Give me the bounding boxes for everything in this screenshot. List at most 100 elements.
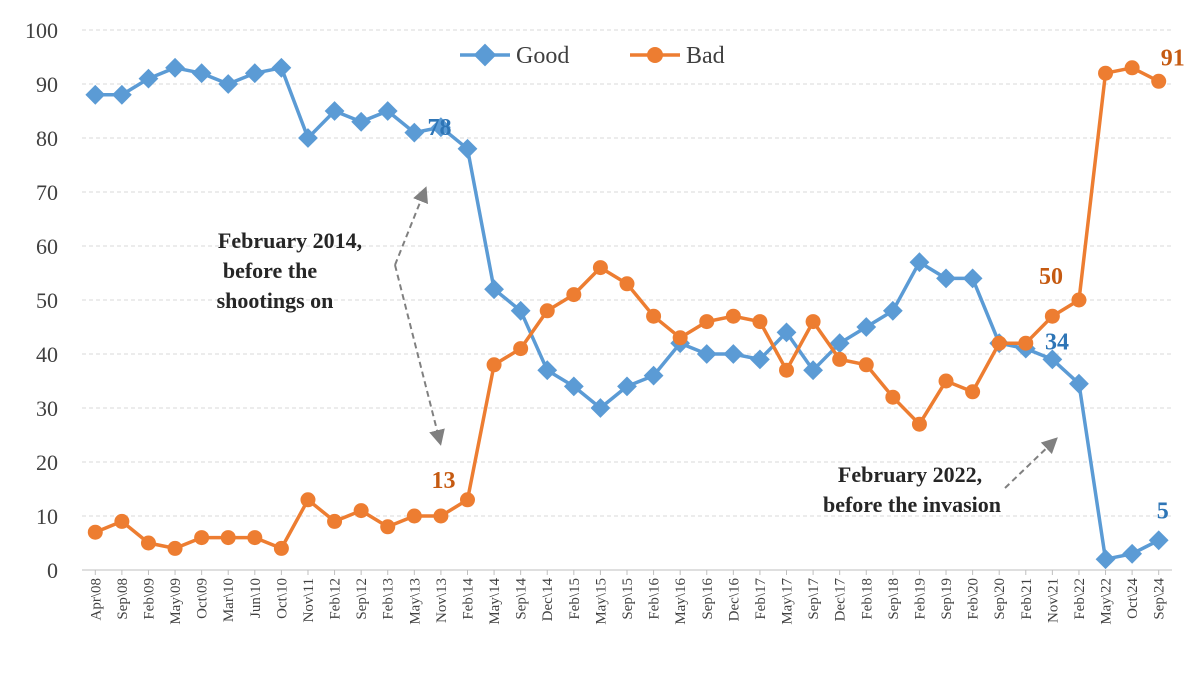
x-tick-label: Dec\16 — [726, 578, 742, 622]
data-point-good — [723, 344, 744, 364]
x-tick-label: Sep\15 — [620, 578, 636, 620]
data-point-good — [218, 74, 239, 94]
legend: Good Bad — [460, 43, 725, 69]
x-tick-label: Dec\14 — [540, 578, 556, 622]
data-point-bad — [1098, 65, 1114, 81]
data-point-bad — [965, 384, 981, 400]
data-point-bad — [911, 416, 927, 432]
data-point-good — [324, 101, 345, 121]
data-point-good — [803, 360, 823, 381]
y-tick-label: 20 — [36, 450, 58, 475]
data-point-bad — [1044, 308, 1060, 324]
x-tick-label: Nov\21 — [1045, 578, 1061, 623]
data-point-good — [563, 376, 584, 397]
x-tick-label: Sep\16 — [700, 578, 716, 620]
x-tick-label: Feb\19 — [912, 578, 928, 620]
annotation-arrow — [394, 264, 445, 446]
x-tick-label: Dec\17 — [833, 578, 849, 622]
data-point-bad — [646, 308, 662, 324]
data-point-bad — [592, 260, 608, 276]
data-point-bad — [858, 357, 874, 373]
data-point-bad — [220, 530, 236, 546]
data-point-bad — [273, 540, 289, 556]
data-point-bad — [513, 341, 529, 357]
data-point-good — [696, 344, 717, 364]
data-point-bad — [300, 492, 316, 508]
data-point-bad — [832, 351, 848, 367]
y-tick-label: 100 — [25, 18, 58, 43]
series-good — [85, 57, 1169, 570]
annotation-feb-2022-line-2: before the invasion — [823, 492, 1001, 517]
y-tick-label: 60 — [36, 234, 58, 259]
data-label-good-sep24: 5 — [1157, 498, 1169, 524]
data-point-bad — [327, 513, 343, 529]
data-point-good — [457, 138, 478, 159]
x-tick-label: Feb\14 — [460, 578, 476, 620]
data-point-bad — [699, 314, 715, 330]
x-tick-label: Feb\17 — [753, 578, 769, 620]
y-tick-label: 40 — [36, 342, 58, 367]
x-tick-label: Sep\20 — [992, 578, 1008, 620]
x-tick-label: Feb\15 — [567, 578, 583, 620]
y-axis-ticks: 0 10 20 30 40 50 60 70 80 90 100 — [25, 18, 58, 583]
x-tick-label: Sep\24 — [1152, 578, 1168, 620]
y-tick-label: 10 — [36, 504, 58, 529]
data-point-good — [617, 376, 637, 397]
annotation-feb-2014-line-3: shootings on — [217, 288, 334, 313]
x-tick-label: Apr\08 — [88, 578, 104, 621]
data-point-bad — [194, 530, 210, 546]
data-point-bad — [779, 362, 795, 378]
x-tick-label: Sep\19 — [939, 578, 955, 620]
data-point-good — [111, 84, 132, 105]
data-point-good — [750, 349, 770, 370]
data-point-good — [1122, 543, 1143, 564]
x-tick-label: Sep\17 — [806, 578, 822, 620]
data-point-good — [776, 322, 797, 343]
data-label-bad-feb22: 50 — [1039, 264, 1063, 290]
data-point-good — [590, 398, 611, 418]
data-label-good-feb22: 34 — [1045, 330, 1069, 356]
x-tick-label: Sep\18 — [886, 578, 902, 620]
x-tick-label: Oct\10 — [274, 578, 290, 619]
x-tick-label: Mar\10 — [221, 578, 237, 622]
annotation-arrows — [394, 186, 1058, 489]
data-point-good — [351, 111, 372, 132]
data-point-bad — [140, 535, 156, 551]
annotation-arrow — [394, 186, 428, 266]
data-point-good — [936, 268, 956, 289]
data-point-good — [85, 84, 106, 105]
data-point-good — [165, 57, 185, 78]
x-tick-label: Oct\09 — [195, 578, 211, 619]
annotation-feb-2014: February 2014, before the shootings on — [217, 228, 362, 313]
data-label-bad-feb14: 13 — [431, 468, 455, 494]
x-tick-label: Feb\22 — [1072, 578, 1088, 620]
x-axis-ticks: Apr\08 Sep\08 Feb\09 May\09 Oct\09 Mar\10 Jun\… — [88, 570, 1168, 625]
data-point-bad — [114, 513, 130, 529]
annotation-feb-2014-line-1: February 2014, — [218, 228, 362, 253]
data-point-bad — [1151, 73, 1167, 89]
data-point-bad — [459, 492, 475, 508]
x-tick-label: May\14 — [487, 578, 503, 625]
data-point-bad — [752, 314, 768, 330]
data-point-bad — [566, 287, 582, 303]
x-tick-label: Sep\12 — [354, 578, 370, 620]
annotation-feb-2014-line-2: before the — [223, 258, 318, 283]
data-point-bad — [406, 508, 422, 524]
series-line-good — [95, 66, 1160, 561]
data-point-bad — [486, 357, 502, 373]
data-point-bad — [1071, 292, 1087, 308]
data-point-good — [138, 68, 159, 89]
data-point-bad — [619, 276, 635, 292]
legend-good-marker — [473, 43, 497, 67]
data-point-good — [1069, 373, 1089, 394]
y-tick-label: 30 — [36, 396, 58, 421]
data-point-good — [377, 101, 398, 121]
x-tick-label: Sep\14 — [514, 578, 530, 620]
data-point-good — [1095, 549, 1116, 570]
data-point-bad — [380, 519, 396, 535]
annotation-feb-2022-line-1: February 2022, — [838, 462, 982, 487]
data-point-good — [298, 128, 318, 148]
x-tick-label: Feb\21 — [1019, 578, 1035, 620]
x-tick-label: Feb\20 — [966, 578, 982, 620]
x-tick-label: Feb\16 — [647, 578, 663, 620]
